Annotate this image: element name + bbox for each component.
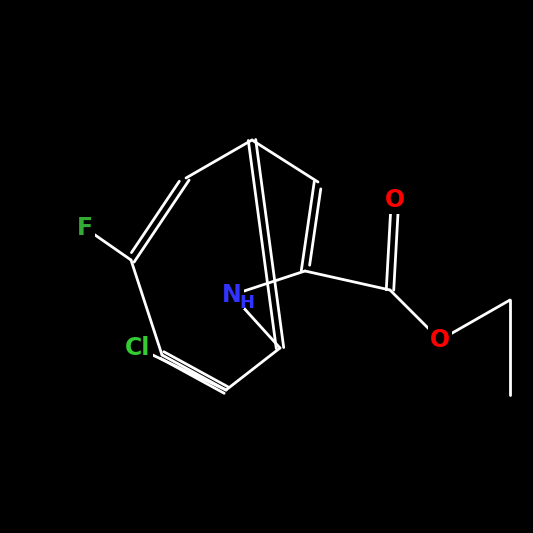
Text: F: F	[77, 216, 93, 240]
Text: O: O	[385, 188, 405, 212]
Text: N: N	[222, 283, 242, 307]
Text: H: H	[239, 294, 254, 312]
Text: Cl: Cl	[125, 336, 151, 360]
Text: O: O	[430, 328, 450, 352]
